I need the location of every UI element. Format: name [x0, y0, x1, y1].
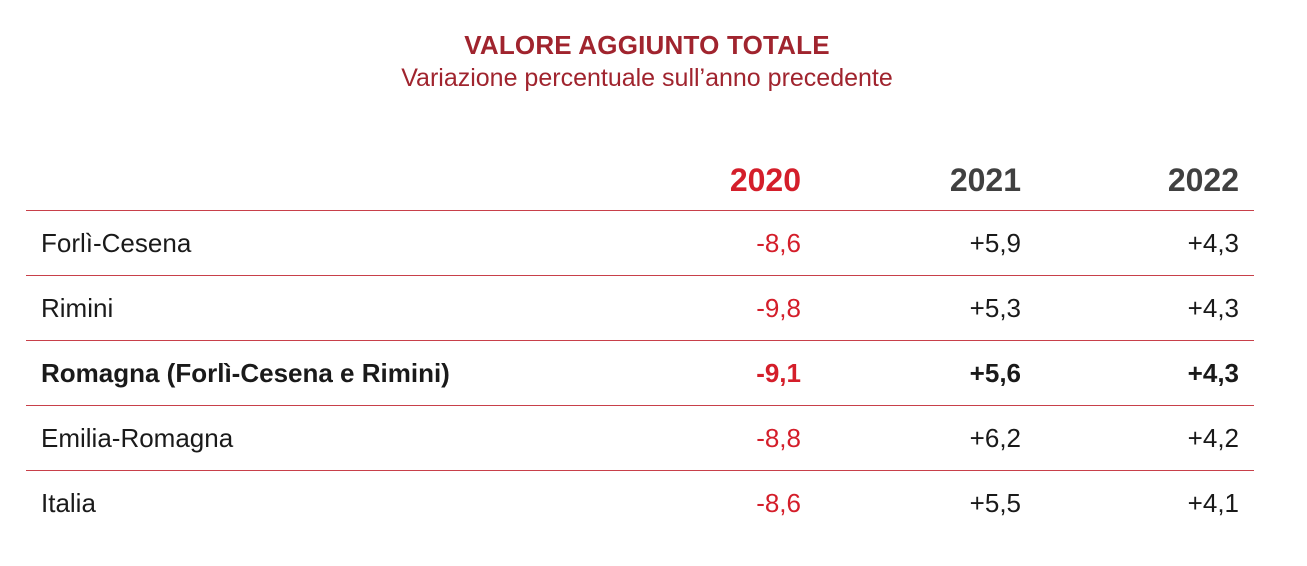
value-2021: +5,6 [969, 357, 1021, 388]
row-label: Romagna (Forlì-Cesena e Rimini) [41, 357, 450, 388]
table-row-rimini: Rimini -9,8 +5,3 +4,3 [26, 276, 1254, 341]
table-header-row: 2020 2021 2022 [26, 146, 1254, 211]
value-2022: +4,3 [1187, 227, 1239, 258]
column-header-2021: 2021 [949, 161, 1021, 198]
table-row-romagna: Romagna (Forlì-Cesena e Rimini) -9,1 +5,… [26, 341, 1254, 406]
row-label: Forlì-Cesena [41, 227, 192, 258]
value-2020: -9,8 [756, 292, 801, 323]
value-2022: +4,1 [1187, 488, 1239, 518]
value-2021: +6,2 [969, 422, 1021, 453]
value-2020: -8,6 [756, 227, 801, 258]
value-2020: -8,8 [756, 422, 801, 453]
value-2021: +5,3 [969, 292, 1021, 323]
value-2020: -9,1 [756, 357, 801, 388]
value-2022: +4,3 [1187, 292, 1239, 323]
table-row-emilia-romagna: Emilia-Romagna -8,8 +6,2 +4,2 [26, 406, 1254, 471]
value-2021: +5,5 [969, 488, 1021, 518]
chart-title-block: VALORE AGGIUNTO TOTALE Variazione percen… [0, 28, 1294, 94]
value-2022: +4,3 [1187, 357, 1239, 388]
column-header-2022: 2022 [1167, 161, 1239, 198]
row-label: Italia [41, 488, 96, 518]
table-row-italia: Italia -8,6 +5,5 +4,1 [26, 471, 1254, 536]
value-2020: -8,6 [756, 488, 801, 518]
value-2022: +4,2 [1187, 422, 1239, 453]
column-header-2020: 2020 [729, 161, 801, 198]
row-label: Emilia-Romagna [41, 422, 234, 453]
data-table: 2020 2021 2022 Forlì-Cesena -8,6 +5,9 +4… [26, 146, 1254, 536]
chart-title: VALORE AGGIUNTO TOTALE [464, 30, 830, 60]
chart-subtitle: Variazione percentuale sull’anno precede… [401, 64, 893, 92]
table-row-forli-cesena: Forlì-Cesena -8,6 +5,9 +4,3 [26, 211, 1254, 276]
row-label: Rimini [41, 292, 114, 323]
value-2021: +5,9 [969, 227, 1021, 258]
